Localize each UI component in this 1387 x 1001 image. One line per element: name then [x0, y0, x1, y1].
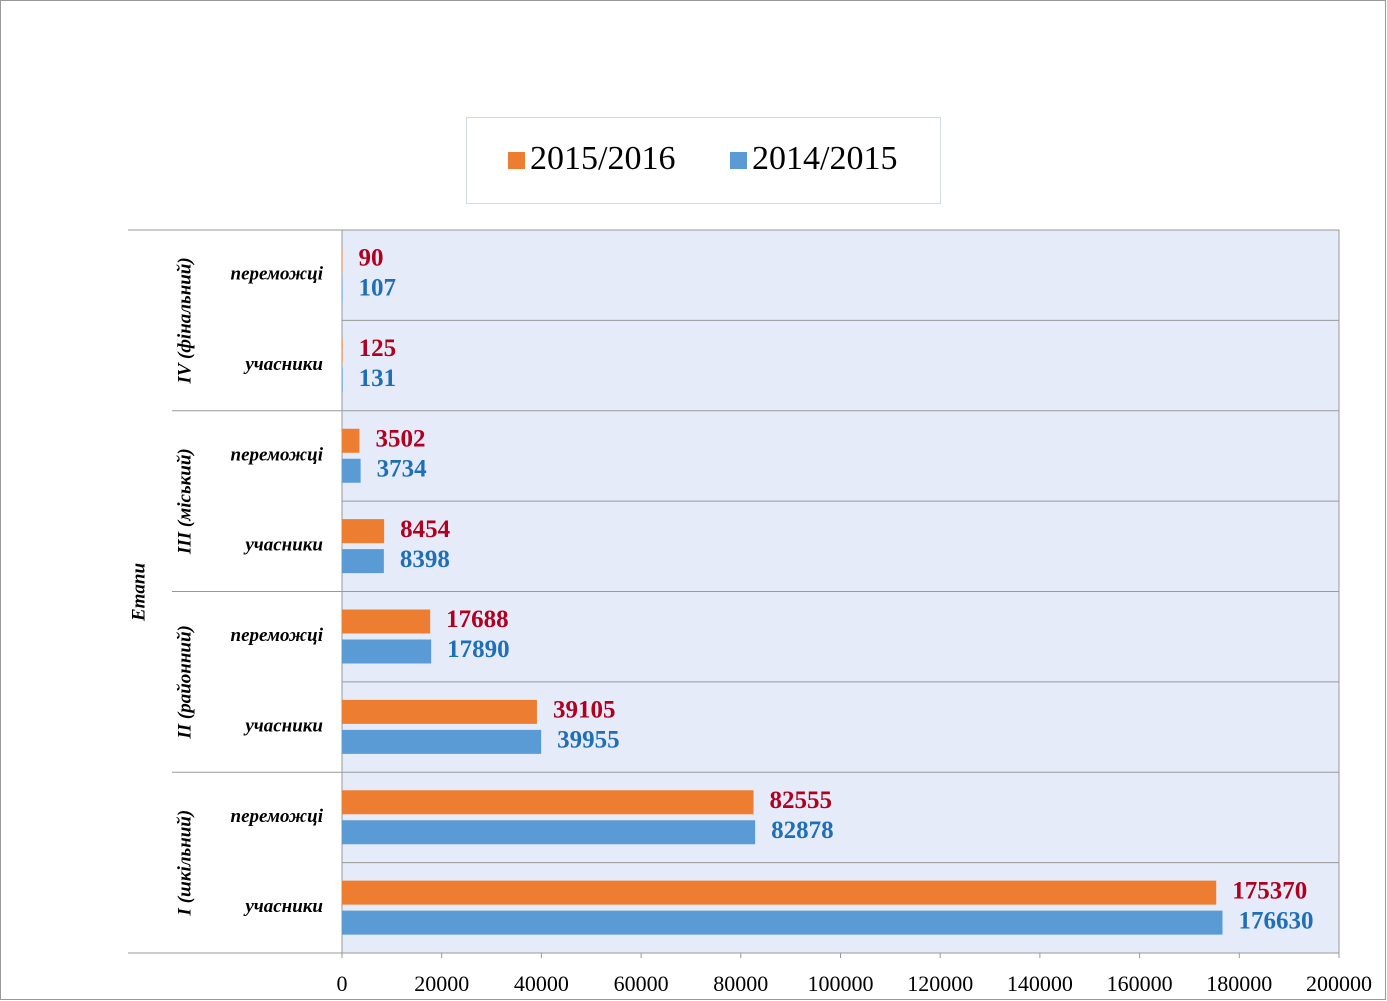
group-label: IV (фінальний): [174, 257, 195, 384]
x-tick-label: 0: [337, 971, 348, 996]
data-label: 131: [359, 365, 397, 392]
legend-label: 2015/2016: [530, 140, 675, 177]
bar: [342, 549, 384, 574]
legend-label: 2014/2015: [752, 140, 897, 177]
x-tick-label: 140000: [1007, 971, 1073, 996]
axis-title: Етапи: [128, 563, 149, 622]
group-label: II (районний): [174, 625, 195, 740]
x-tick-label: 100000: [808, 971, 874, 996]
bar: [342, 428, 360, 453]
bar: [342, 699, 537, 724]
data-label: 17890: [447, 636, 510, 663]
data-label: 107: [359, 275, 397, 302]
bar: [342, 609, 431, 634]
x-tick-label: 120000: [907, 971, 973, 996]
category-label: учасники: [243, 715, 323, 736]
group-label: III (міський): [174, 448, 195, 555]
bar: [342, 729, 542, 754]
data-label: 3734: [377, 455, 428, 482]
category-label: переможці: [231, 264, 324, 285]
category-label: переможці: [231, 444, 324, 465]
data-label: 39955: [557, 727, 620, 754]
bar: [342, 338, 343, 363]
x-tick-label: 160000: [1107, 971, 1173, 996]
data-label: 176630: [1239, 907, 1314, 934]
data-label: 8454: [400, 516, 451, 543]
data-label: 39105: [553, 697, 616, 724]
category-label: учасники: [243, 535, 323, 556]
legend-box: [466, 117, 941, 204]
x-tick-label: 60000: [614, 971, 669, 996]
category-label: переможці: [231, 806, 324, 827]
bar: [342, 820, 756, 845]
group-label: I (шкільний): [174, 810, 195, 917]
bar: [342, 790, 754, 815]
bar: [342, 278, 343, 302]
legend-swatch: [508, 152, 525, 169]
data-label: 82555: [770, 787, 833, 814]
bar: [342, 368, 343, 393]
data-label: 175370: [1232, 877, 1307, 904]
x-tick-label: 40000: [514, 971, 569, 996]
x-tick-label: 20000: [414, 971, 469, 996]
bar: [342, 519, 385, 544]
data-label: 90: [358, 245, 383, 272]
x-tick-label: 80000: [713, 971, 768, 996]
legend-swatch: [730, 152, 747, 169]
data-label: 17688: [446, 606, 509, 633]
bar: [342, 458, 361, 483]
data-label: 82878: [771, 817, 834, 844]
data-label: 8398: [400, 546, 450, 573]
category-label: учасники: [243, 354, 323, 375]
x-tick-label: 180000: [1206, 971, 1272, 996]
category-label: учасники: [243, 896, 323, 917]
bar: [342, 880, 1217, 905]
data-label: 3502: [375, 425, 425, 452]
data-label: 125: [359, 335, 397, 362]
bar: [342, 639, 432, 664]
x-tick-label: 200000: [1306, 971, 1372, 996]
bar: [342, 910, 1223, 935]
category-label: переможці: [231, 625, 324, 646]
